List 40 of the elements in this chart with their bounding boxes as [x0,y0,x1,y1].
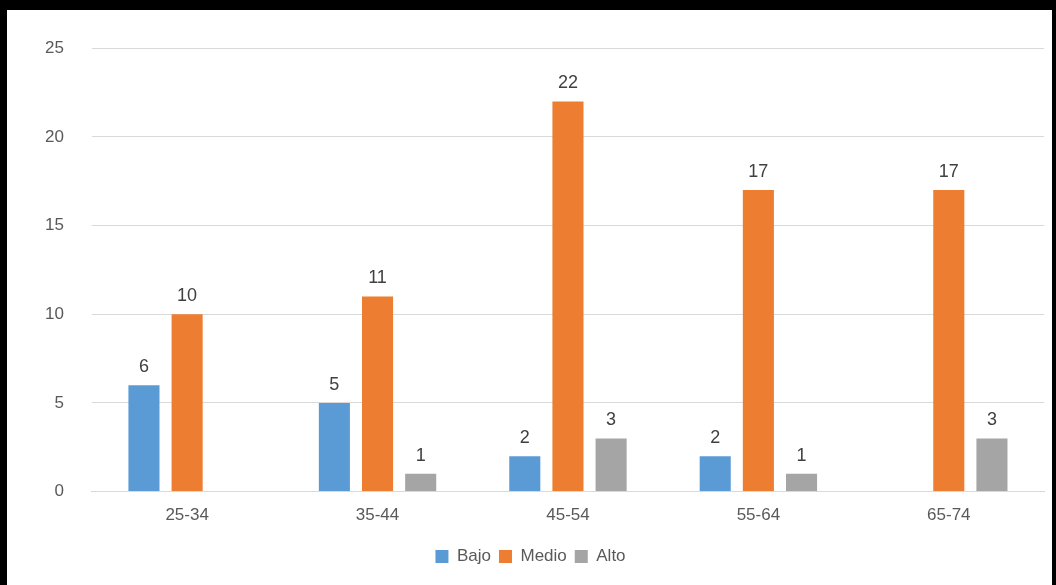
bar [171,314,203,492]
bar [595,438,627,492]
bar [362,296,394,492]
data-label: 1 [415,444,426,465]
data-label: 11 [368,267,387,288]
y-tick-label: 15 [44,215,64,235]
y-tick-label: 10 [44,303,64,323]
legend-label: Bajo [456,546,491,566]
data-label: 2 [710,427,721,448]
y-tick-label: 25 [44,37,64,57]
x-tick-label: 25-34 [165,505,209,525]
data-label: 17 [938,161,959,182]
bar [128,385,160,492]
data-label: 1 [796,444,807,465]
bar [742,190,774,492]
bar [509,456,541,492]
bar [318,402,350,492]
bar [976,438,1008,492]
bar [933,190,965,492]
x-tick-label: 35-44 [355,505,400,525]
data-label: 3 [606,409,617,430]
bar [552,101,584,492]
legend-label: Alto [596,546,626,566]
bar [405,473,437,492]
x-tick-label: 45-54 [546,505,590,525]
y-tick-label: 20 [44,126,64,146]
data-label: 2 [519,427,530,448]
x-tick-label: 65-74 [927,505,971,525]
bar [699,456,731,492]
data-label: 22 [557,72,578,93]
x-tick-label: 55-64 [736,505,781,525]
data-label: 6 [138,356,149,377]
legend-label: Medio [520,546,567,566]
data-label: 10 [177,285,198,306]
data-label: 17 [748,161,769,182]
y-tick-label: 5 [54,392,64,412]
data-label: 3 [986,409,997,430]
data-label: 5 [329,373,340,394]
bar [786,473,818,492]
y-tick-label: 0 [54,481,64,501]
